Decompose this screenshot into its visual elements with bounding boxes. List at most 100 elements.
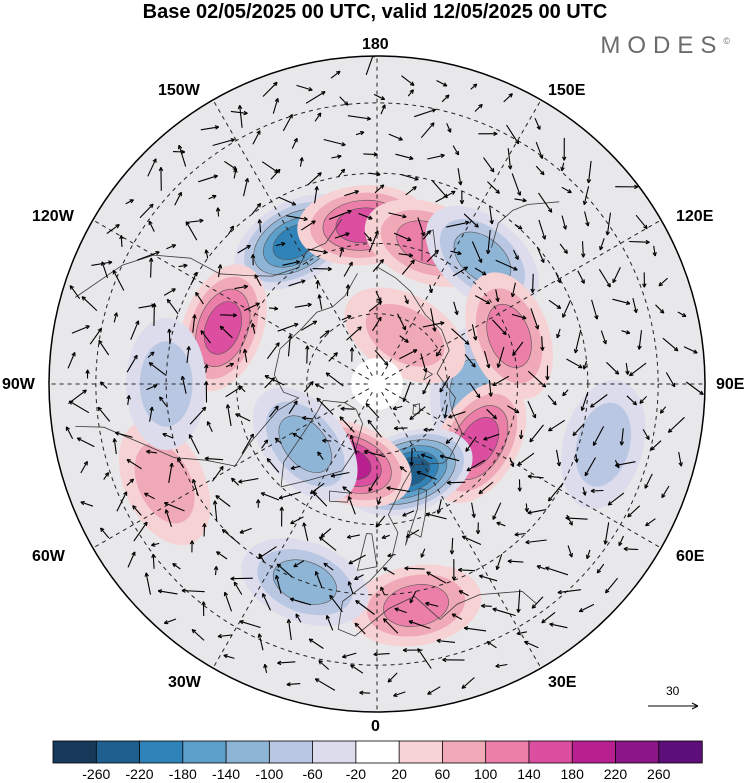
wind-arrow-head: [318, 536, 324, 541]
wind-arrow-head: [398, 136, 403, 141]
wind-arrow-head: [347, 315, 352, 320]
wind-arrow: [520, 430, 523, 439]
wind-arrow-head: [518, 434, 524, 440]
wind-arrow-head: [618, 541, 623, 547]
wind-arrow-head: [463, 266, 469, 271]
wind-arrow: [230, 577, 253, 580]
wind-arrow-head: [132, 505, 137, 510]
wind-arrow: [159, 396, 168, 408]
wind-arrow-head: [430, 122, 435, 127]
wind-arrow: [258, 633, 264, 651]
wind-arrow: [200, 330, 211, 344]
wind-arrow: [314, 112, 322, 122]
wind-arrow: [177, 458, 184, 469]
wind-arrow: [217, 264, 222, 278]
wind-arrow-head: [645, 435, 650, 441]
wind-arrow-head: [235, 413, 240, 418]
wind-arrow-head: [254, 274, 259, 279]
wind-arrow-head: [280, 241, 286, 247]
wind-arrow-head: [69, 285, 74, 290]
wind-arrow: [225, 362, 234, 368]
wind-arrow-head: [540, 170, 545, 176]
wind-arrow: [133, 521, 148, 542]
wind-arrow: [625, 363, 629, 375]
wind-arrow-head: [148, 362, 154, 367]
wind-arrow: [483, 433, 500, 441]
wind-arrow: [538, 219, 546, 240]
wind-arrow-head: [290, 465, 296, 470]
coastline: [280, 400, 364, 488]
wind-arrow-head: [599, 245, 604, 251]
wind-arrow: [575, 454, 578, 463]
wind-arrow: [355, 600, 375, 615]
wind-arrow-head: [632, 400, 638, 406]
wind-arrow-head: [414, 176, 419, 181]
wind-arrow: [596, 563, 605, 574]
wind-arrow-head: [215, 207, 221, 212]
wind-arrow-head: [578, 364, 583, 369]
wind-arrow-head: [488, 392, 493, 397]
wind-arrow-head: [312, 320, 318, 325]
wind-arrow-head: [567, 188, 572, 194]
wind-arrow-head: [80, 501, 85, 506]
wind-arrow-head: [416, 470, 421, 476]
wind-arrow: [582, 487, 586, 496]
wind-arrow: [148, 362, 167, 377]
wind-arrow: [404, 567, 425, 570]
wind-arrow-head: [517, 225, 523, 230]
coastline: [423, 370, 434, 381]
lon-label-60w: 60W: [32, 548, 65, 565]
wind-arrow-head: [322, 438, 327, 443]
wind-arrow: [139, 203, 154, 219]
wind-arrow-head: [410, 259, 415, 265]
wind-arrow: [174, 192, 182, 206]
wind-arrow-head: [294, 322, 299, 328]
wind-arrow: [65, 426, 74, 439]
wind-arrow-head: [536, 125, 541, 130]
wind-arrow: [527, 370, 547, 388]
wind-arrow-head: [152, 158, 157, 163]
wind-arrow-head: [257, 219, 263, 224]
wind-arrow-head: [287, 334, 293, 339]
wind-arrow: [254, 274, 262, 287]
wind-arrow: [566, 358, 583, 369]
wind-arrow: [215, 495, 231, 507]
wind-arrow: [375, 515, 386, 528]
wind-arrow: [260, 492, 280, 501]
wind-arrow: [223, 654, 235, 659]
wind-arrow-head: [344, 101, 349, 106]
latitude-circle: [306, 313, 448, 455]
wind-arrow-head: [185, 221, 190, 226]
wind-arrow-head: [188, 434, 193, 439]
wind-arrow-head: [191, 628, 197, 634]
wind-arrow-head: [359, 690, 364, 695]
wind-arrow-head: [112, 438, 117, 443]
wind-arrow-head: [274, 575, 280, 580]
wind-arrow: [567, 545, 573, 558]
wind-arrow-head: [585, 554, 591, 560]
wind-arrow: [261, 439, 269, 449]
wind-arrow-head: [76, 437, 82, 442]
wind-arrow-head: [101, 261, 106, 266]
wind-arrow-head: [489, 220, 494, 225]
wind-arrow-head: [481, 271, 487, 276]
wind-arrow-head: [293, 400, 298, 405]
wind-arrow-head: [541, 618, 546, 624]
wind-arrow-head: [377, 316, 382, 322]
wind-arrow-head: [246, 244, 251, 250]
wind-arrow-head: [355, 599, 360, 605]
wind-arrow-head: [604, 588, 610, 594]
wind-arrow: [189, 406, 207, 425]
wind-arrow: [318, 294, 323, 310]
wind-arrow-head: [382, 567, 388, 572]
wind-arrow-head: [644, 484, 649, 489]
wind-arrow-head: [404, 299, 409, 305]
brand-mark: ©: [723, 36, 730, 46]
wind-arrow: [451, 537, 454, 555]
wind-arrow-head: [215, 495, 220, 500]
wind-arrow: [153, 303, 155, 326]
wind-arrow: [368, 476, 379, 492]
wind-arrow: [164, 618, 177, 624]
meridian: [381, 391, 542, 669]
wind-arrow-head: [607, 501, 613, 506]
